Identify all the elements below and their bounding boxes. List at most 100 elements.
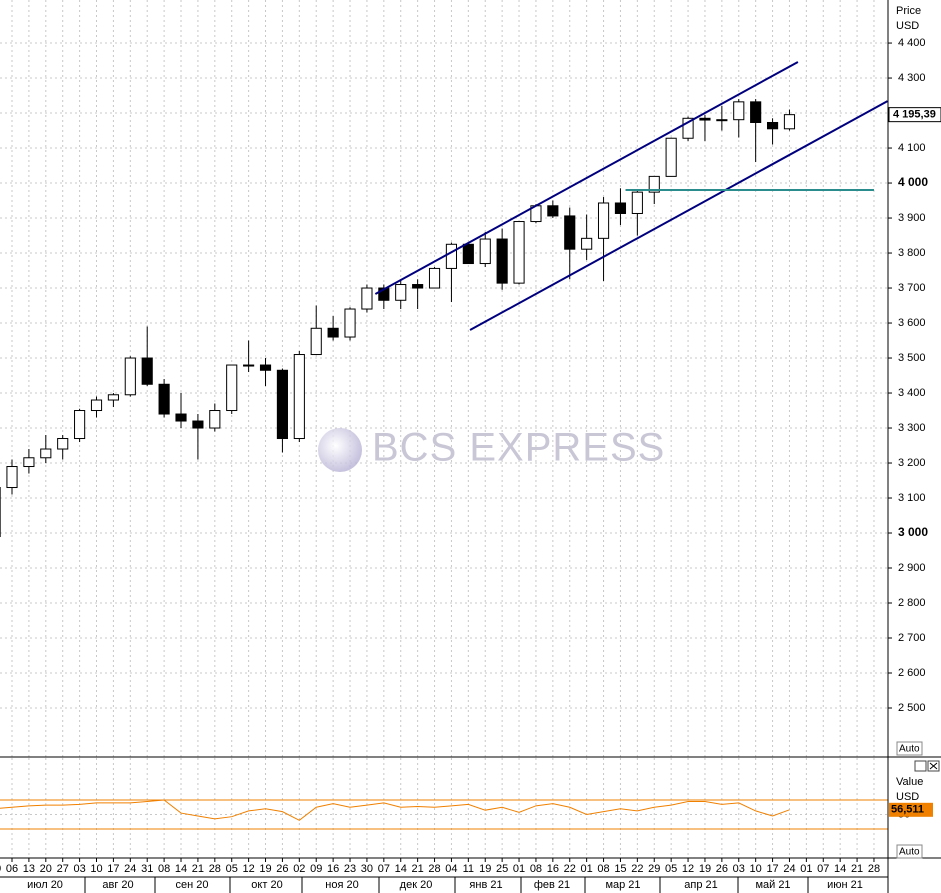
candle-body xyxy=(259,364,272,371)
x-tick-label: 24 xyxy=(124,863,136,875)
candle-body xyxy=(158,383,170,415)
candle-body xyxy=(192,420,204,429)
auto-button[interactable] xyxy=(896,844,923,859)
x-tick-label: 17 xyxy=(107,863,119,875)
y-tick-label: 4 400 xyxy=(898,37,926,49)
y-tick-label: 3 700 xyxy=(898,282,926,294)
month-label: окт 20 xyxy=(251,879,282,891)
month-label: апр 21 xyxy=(684,879,717,891)
y-tick-label: 4 100 xyxy=(898,142,926,154)
y-axis-label: Price xyxy=(896,5,921,17)
y-tick-label: 2 600 xyxy=(898,667,926,679)
candle-body xyxy=(716,119,728,122)
trend-line xyxy=(469,100,888,331)
auto-button-label: Auto xyxy=(899,847,920,858)
y-tick-label: 3 400 xyxy=(898,387,926,399)
candle-body xyxy=(564,215,576,250)
indicator-last-label: 56,511 xyxy=(891,804,924,816)
x-tick-label: 17 xyxy=(766,863,778,875)
y-tick-label: 3 800 xyxy=(898,247,926,259)
x-tick-label: 07 xyxy=(378,863,390,875)
x-tick-label: 10 xyxy=(90,863,102,875)
auto-button-label: Auto xyxy=(899,744,920,755)
x-tick-label: 27 xyxy=(57,863,69,875)
x-tick-label: 03 xyxy=(733,863,745,875)
x-tick-label: 19 xyxy=(699,863,711,875)
month-label: авг 20 xyxy=(102,879,133,891)
y-tick-label: 2 900 xyxy=(898,562,926,574)
price-panel xyxy=(0,0,888,757)
y-tick-label: 3 100 xyxy=(898,492,926,504)
candle-body xyxy=(141,357,153,385)
candle-body xyxy=(209,410,221,429)
candle-body xyxy=(124,357,136,396)
candle-body xyxy=(327,327,339,338)
month-label: май 21 xyxy=(755,879,790,891)
x-tick-label: 08 xyxy=(597,863,609,875)
y-tick-label: 3 900 xyxy=(898,212,926,224)
x-tick-label: 22 xyxy=(631,863,643,875)
close-icon xyxy=(929,762,938,770)
x-tick-label: 21 xyxy=(412,863,424,875)
month-label: июн 21 xyxy=(827,879,863,891)
candle-body xyxy=(310,327,322,356)
x-tick-label: 26 xyxy=(276,863,288,875)
x-tick-label: 29 xyxy=(648,863,660,875)
x-tick-label: 14 xyxy=(834,863,846,875)
x-tick-label: 01 xyxy=(581,863,593,875)
candle-body xyxy=(733,101,745,121)
candle-body xyxy=(547,205,559,217)
x-tick-label: 24 xyxy=(783,863,795,875)
candle-body xyxy=(428,267,441,289)
month-label: июл 20 xyxy=(27,879,63,891)
x-tick-label: 12 xyxy=(682,863,694,875)
x-tick-label: 19 xyxy=(259,863,271,875)
x-tick-label: 26 xyxy=(716,863,728,875)
restore-button[interactable] xyxy=(914,760,927,772)
candle-body xyxy=(23,457,35,468)
x-tick-label: 10 xyxy=(750,863,762,875)
candle-body xyxy=(479,238,491,265)
watermark-logo xyxy=(318,428,362,472)
x-tick-label: 21 xyxy=(192,863,204,875)
x-tick-label: 21 xyxy=(851,863,863,875)
indicator-panel xyxy=(0,758,888,858)
candle-body xyxy=(682,117,694,139)
candle-body xyxy=(90,399,103,412)
x-tick-label: 28 xyxy=(428,863,440,875)
candle-body xyxy=(750,101,762,123)
candle-body xyxy=(766,121,779,130)
x-tick-label: 25 xyxy=(496,863,508,875)
trend-line xyxy=(374,61,799,295)
month-label: янв 21 xyxy=(469,879,502,891)
candle-body xyxy=(243,364,255,367)
last-price-label: 4 195,39 xyxy=(893,109,936,121)
x-tick-label: 15 xyxy=(614,863,626,875)
candle-body xyxy=(412,284,424,289)
candle-body xyxy=(581,237,593,250)
y-tick-label: 3 200 xyxy=(898,457,926,469)
month-label: ноя 20 xyxy=(325,879,358,891)
auto-button[interactable] xyxy=(896,741,923,756)
candle-body xyxy=(293,354,305,440)
candle-body xyxy=(496,238,508,284)
x-tick-label: 01 xyxy=(513,863,525,875)
candle-body xyxy=(6,466,18,489)
y-tick-label: 3 000 xyxy=(898,525,928,539)
x-tick-label: 08 xyxy=(530,863,542,875)
candle-body xyxy=(648,175,660,193)
last-price-box xyxy=(888,107,941,123)
x-tick-label: 02 xyxy=(293,863,305,875)
x-tick-label: 08 xyxy=(158,863,170,875)
x-tick-label: 12 xyxy=(242,863,254,875)
x-tick-label: 03 xyxy=(73,863,85,875)
month-label: сен 20 xyxy=(176,879,209,891)
candle-body xyxy=(445,243,458,269)
candle-body xyxy=(699,117,711,121)
x-tick-label: 01 xyxy=(800,863,812,875)
candle-body xyxy=(74,410,86,440)
candle-body xyxy=(614,202,627,214)
